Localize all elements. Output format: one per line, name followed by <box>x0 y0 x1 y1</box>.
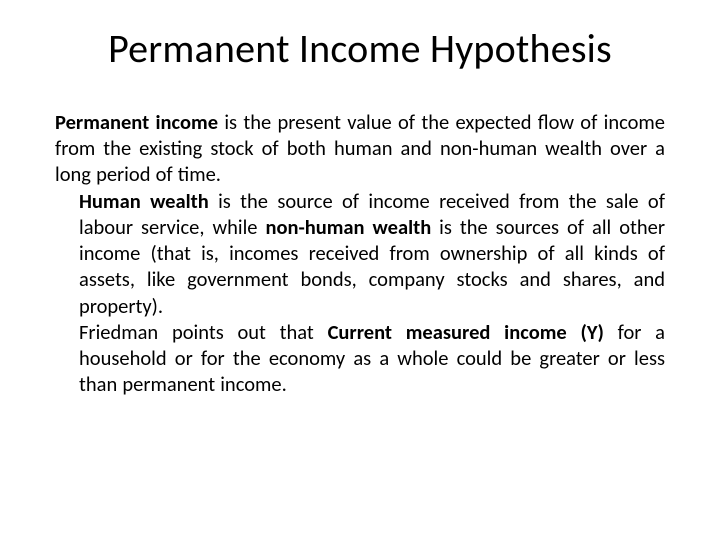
paragraph-human-wealth: Human wealth is the source of income rec… <box>55 188 665 319</box>
paragraph-friedman: Friedman points out that Current measure… <box>55 319 665 398</box>
slide-body: Permanent income is the present value of… <box>55 109 665 398</box>
term-human-wealth: Human wealth <box>79 188 209 214</box>
text-p3a: Friedman points out that <box>79 319 328 345</box>
term-permanent-income: Permanent income <box>55 109 218 135</box>
slide: Permanent Income Hypothesis Permanent in… <box>0 0 720 540</box>
paragraph-permanent-income: Permanent income is the present value of… <box>55 109 665 188</box>
term-non-human-wealth: non-human wealth <box>265 214 431 240</box>
slide-title: Permanent Income Hypothesis <box>55 24 665 73</box>
term-current-measured-income: Current measured income (Y) <box>328 319 604 345</box>
